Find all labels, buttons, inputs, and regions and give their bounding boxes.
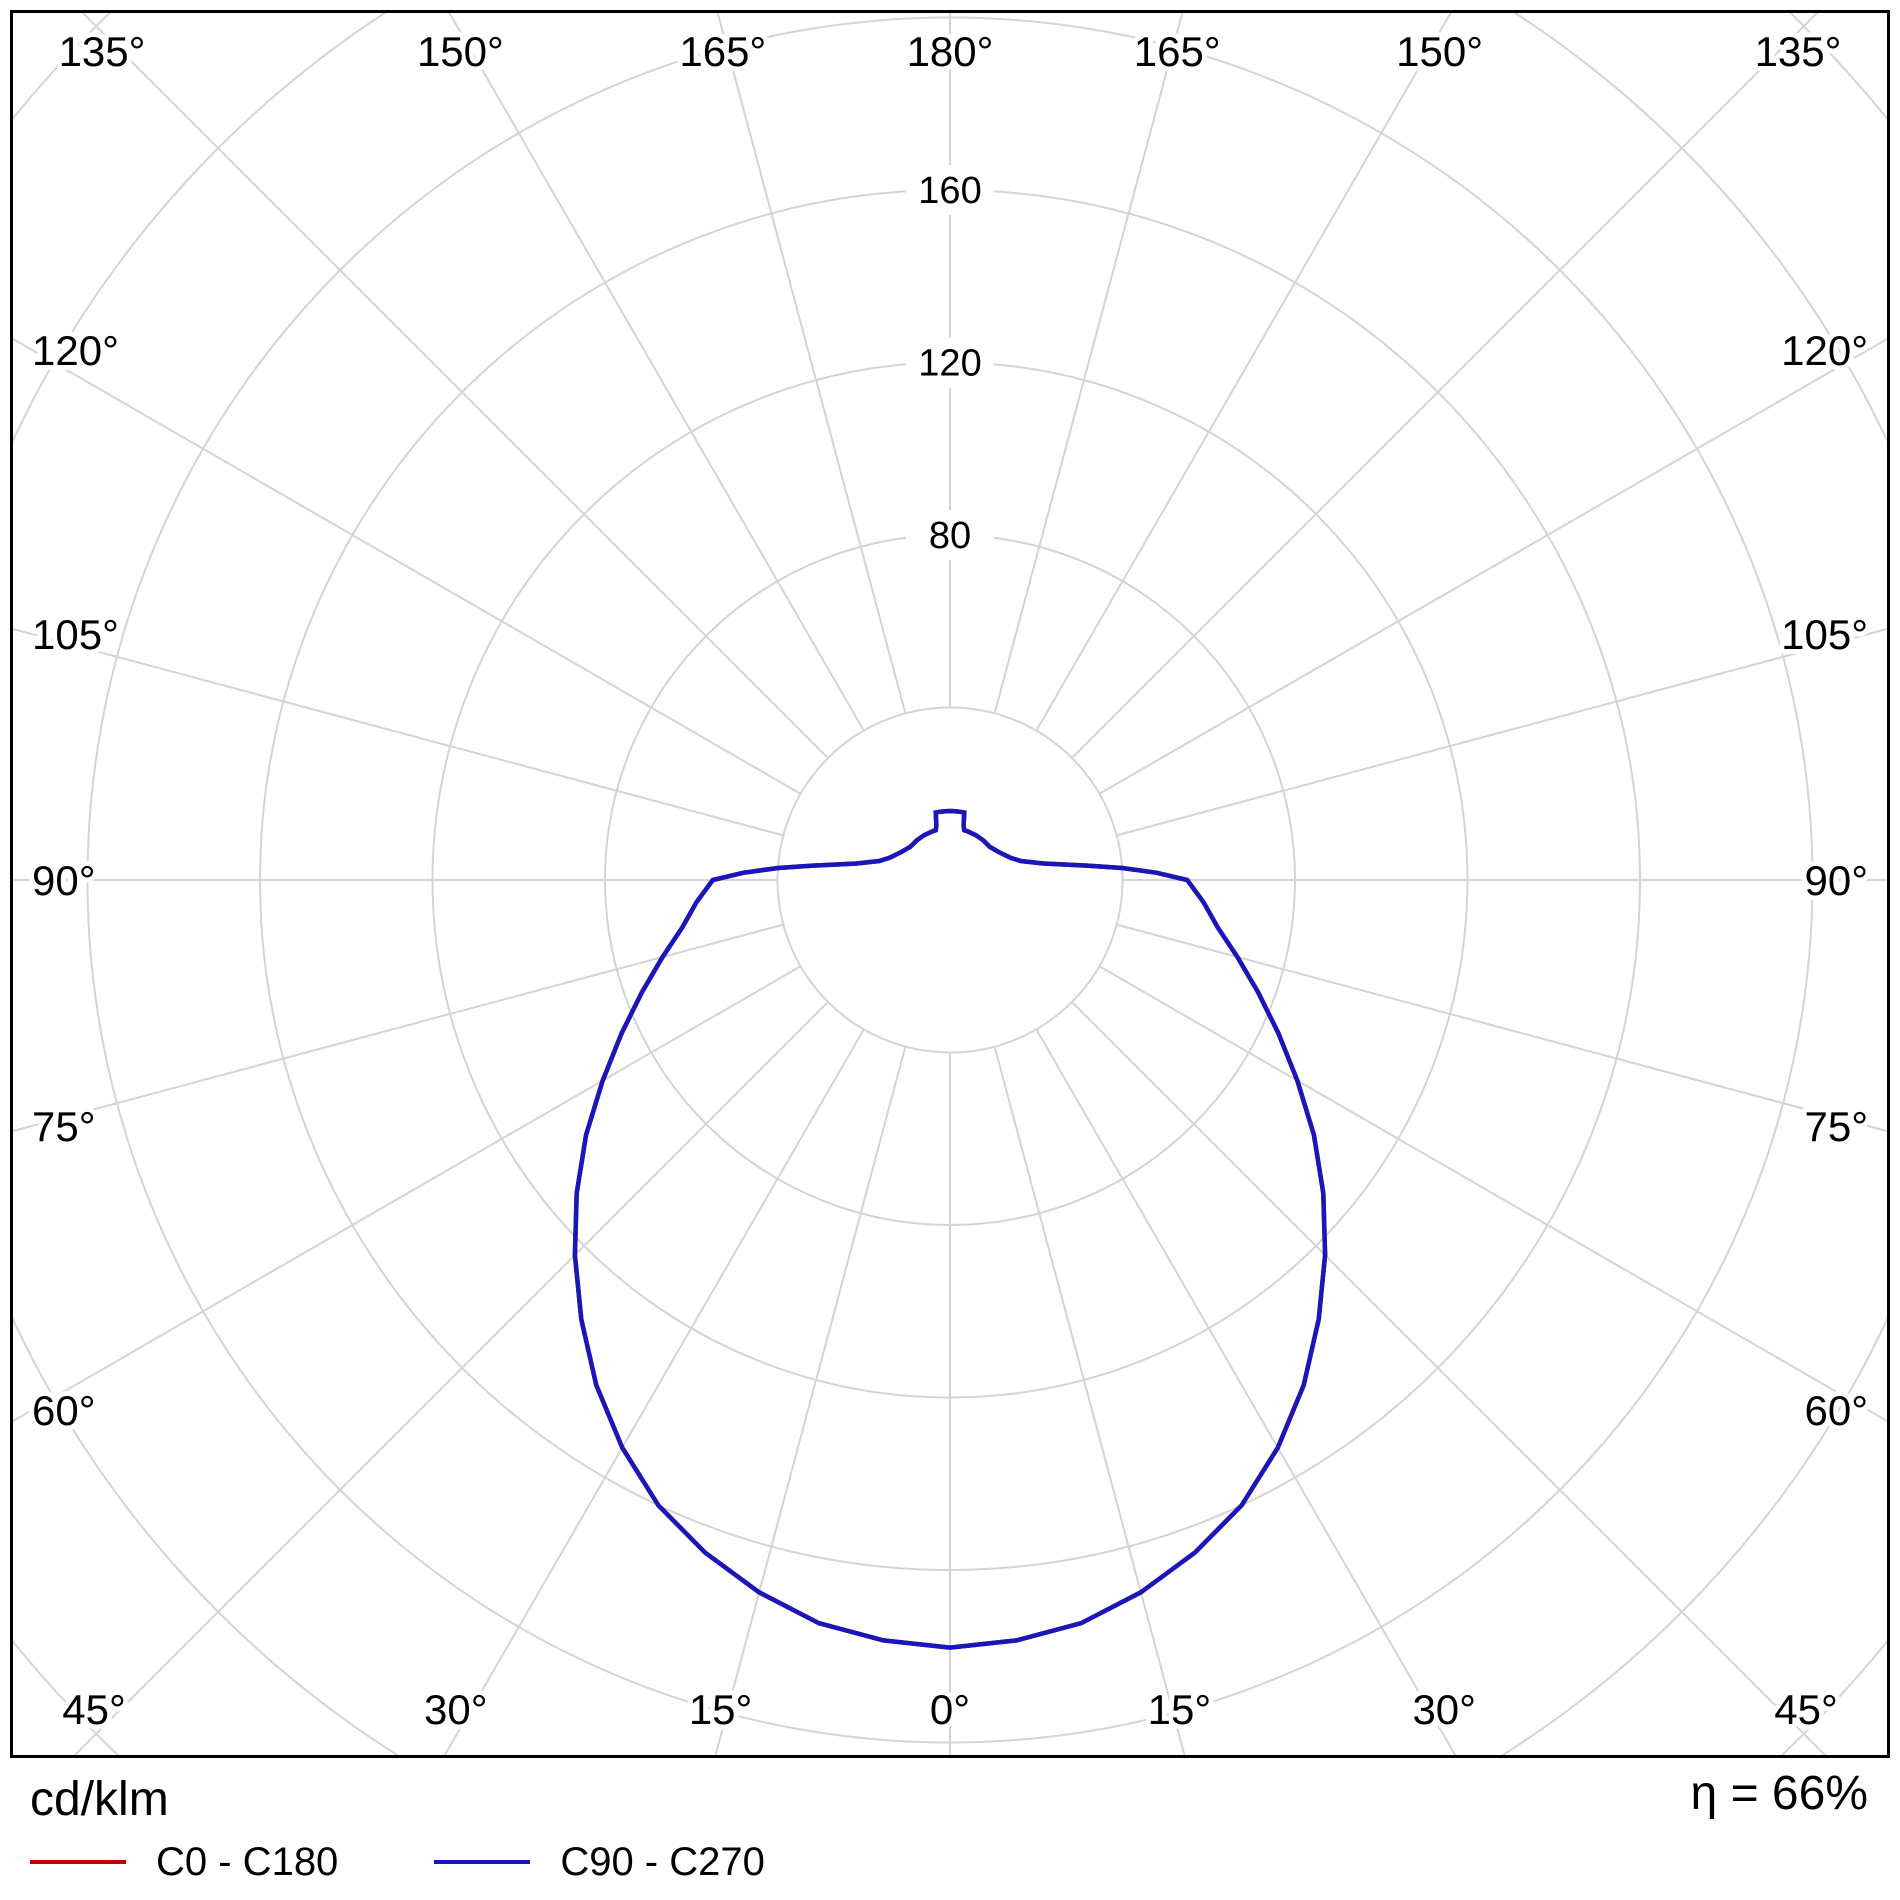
angle-tick-label: 75° [32,1103,96,1150]
grid-spoke [13,965,802,1423]
angle-tick-label: 165° [679,28,766,75]
chart-footer: cd/klm η = 66% C0 - C180 C90 - C270 [0,1758,1900,1900]
angle-tick-label: 105° [1781,611,1868,658]
angle-tick-label: 15° [689,1686,753,1733]
grid-spoke [1035,1028,1457,1755]
grid-spoke [73,1001,829,1755]
grid-spoke [993,13,1184,714]
grid-spoke [443,1028,865,1755]
efficiency-label: η = 66% [1690,1767,1868,1820]
angle-tick-label: 165° [1134,28,1221,75]
grid-spoke [716,13,907,714]
grid-spoke [448,13,865,732]
legend: C0 - C180 C90 - C270 [30,1840,861,1884]
angle-tick-label: 30° [424,1686,488,1733]
angle-tick-label: 150° [417,28,504,75]
grid-ring [776,706,1124,1054]
grid-spoke [1071,1001,1827,1755]
angle-tick-label: 120° [32,327,119,374]
angle-tick-label: 150° [1396,28,1483,75]
legend-item-c90-c270: C90 - C270 [434,1840,765,1884]
grid-spoke [1116,923,1887,1133]
angle-tick-label: 45° [1774,1686,1838,1733]
angle-tick-label: 15° [1148,1686,1212,1733]
angle-tick-label: 120° [1781,327,1868,374]
angle-tick-label: 180° [907,28,994,75]
radial-label-bg [906,337,994,388]
radial-tick-label: 120 [918,343,981,385]
grid-spoke [993,1046,1186,1755]
angle-tick-label: 0° [930,1686,970,1733]
angle-tick-label: 90° [1804,857,1868,904]
grid-spoke [13,627,784,837]
angle-tick-label: 30° [1412,1686,1476,1733]
radial-label-bg [906,510,994,560]
angle-tick-label: 60° [1804,1387,1868,1434]
legend-line-c0-c180 [30,1860,126,1864]
grid-spoke [1035,13,1452,732]
unit-label: cd/klm [30,1773,169,1826]
grid-spoke [81,13,829,759]
radial-tick-label: 80 [929,515,971,557]
grid-spoke [13,923,784,1133]
grid-spoke [1098,337,1887,795]
angle-tick-label: 135° [59,28,146,75]
grid-spoke [1071,13,1819,759]
curve-c90-c270 [572,808,1328,1650]
radial-label-bg [906,165,994,215]
angle-tick-label: 45° [62,1686,126,1733]
legend-item-c0-c180: C0 - C180 [30,1840,338,1884]
legend-line-c90-c270 [434,1860,531,1864]
legend-label-c90-c270: C90 - C270 [560,1840,765,1884]
angle-tick-label: 60° [32,1387,96,1434]
plot-border [10,10,1890,1758]
radial-tick-label: 160 [918,170,981,212]
grid-spoke [1098,965,1887,1423]
angle-tick-label: 90° [32,857,96,904]
legend-label-c0-c180: C0 - C180 [156,1840,339,1884]
angle-tick-label: 105° [32,611,119,658]
grid-spoke [1116,627,1887,837]
grid-spoke [714,1046,907,1755]
angle-tick-label: 75° [1804,1103,1868,1150]
angle-tick-label: 135° [1755,28,1842,75]
grid-spoke [13,337,802,795]
